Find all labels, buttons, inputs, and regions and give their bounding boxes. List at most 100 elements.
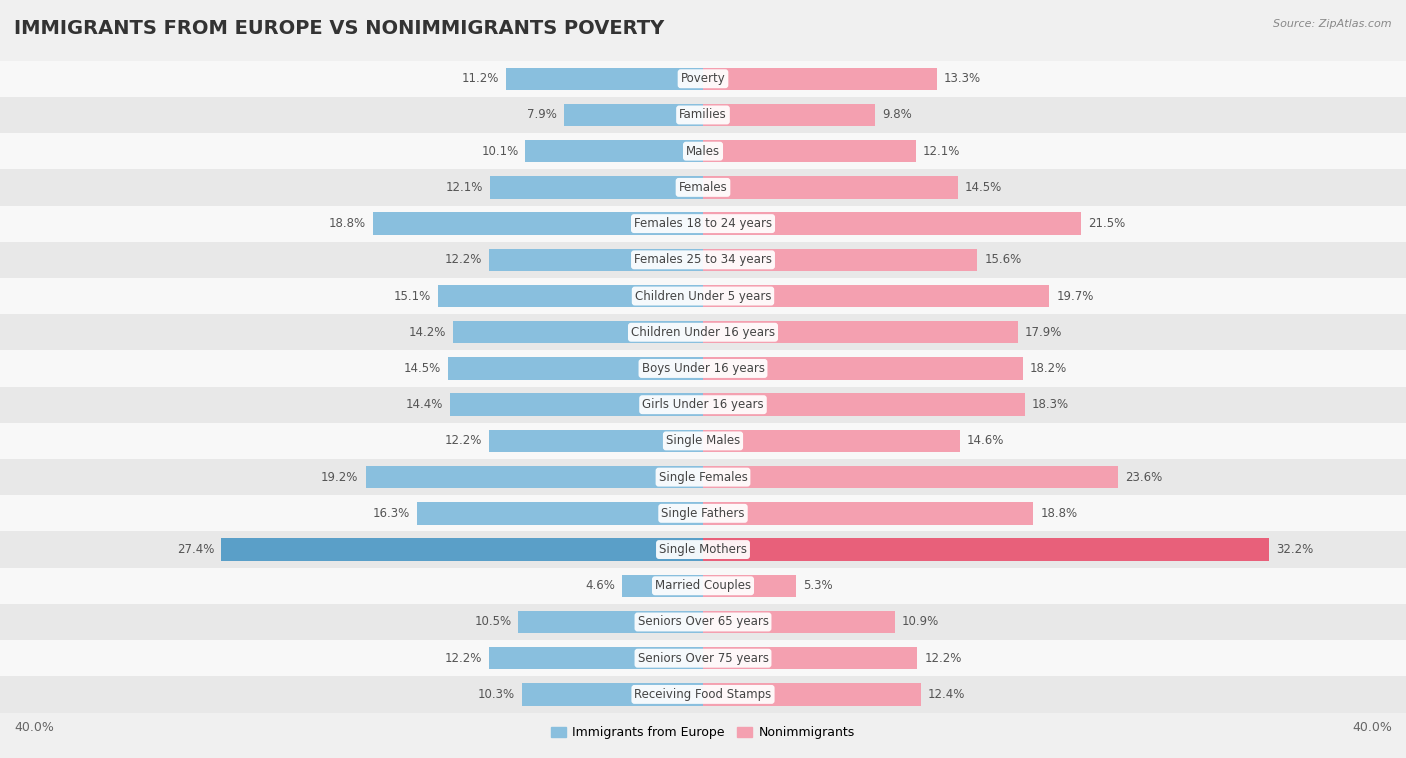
Bar	[366, 466, 703, 488]
Text: 12.1%: 12.1%	[922, 145, 960, 158]
Text: Children Under 5 years: Children Under 5 years	[634, 290, 772, 302]
Legend: Immigrants from Europe, Nonimmigrants: Immigrants from Europe, Nonimmigrants	[546, 721, 860, 744]
Text: IMMIGRANTS FROM EUROPE VS NONIMMIGRANTS POVERTY: IMMIGRANTS FROM EUROPE VS NONIMMIGRANTS …	[14, 19, 664, 38]
Bar	[0, 242, 1406, 278]
Text: 15.6%: 15.6%	[984, 253, 1021, 266]
Text: 10.5%: 10.5%	[474, 615, 512, 628]
Text: 17.9%: 17.9%	[1025, 326, 1062, 339]
Bar	[564, 104, 703, 126]
Bar	[0, 387, 1406, 423]
Bar	[437, 285, 703, 307]
Bar	[449, 357, 703, 380]
Bar	[489, 647, 703, 669]
Bar	[703, 176, 957, 199]
Bar	[703, 357, 1024, 380]
Text: 14.6%: 14.6%	[967, 434, 1004, 447]
Text: Receiving Food Stamps: Receiving Food Stamps	[634, 688, 772, 701]
Text: 18.8%: 18.8%	[329, 217, 366, 230]
Text: 12.1%: 12.1%	[446, 181, 484, 194]
Text: 14.2%: 14.2%	[409, 326, 447, 339]
Text: 12.2%: 12.2%	[444, 434, 481, 447]
Bar	[0, 314, 1406, 350]
Text: 40.0%: 40.0%	[14, 721, 53, 735]
Text: 32.2%: 32.2%	[1277, 543, 1313, 556]
Bar	[0, 495, 1406, 531]
Text: Single Females: Single Females	[658, 471, 748, 484]
Bar	[703, 140, 915, 162]
Text: 4.6%: 4.6%	[585, 579, 616, 592]
Bar	[703, 67, 936, 90]
Bar	[703, 104, 875, 126]
Text: Children Under 16 years: Children Under 16 years	[631, 326, 775, 339]
Bar	[0, 97, 1406, 133]
Text: 19.2%: 19.2%	[321, 471, 359, 484]
Text: Families: Families	[679, 108, 727, 121]
Bar	[506, 67, 703, 90]
Bar	[0, 676, 1406, 713]
Bar	[0, 133, 1406, 169]
Text: 14.4%: 14.4%	[405, 398, 443, 411]
Bar	[0, 423, 1406, 459]
Text: 18.2%: 18.2%	[1029, 362, 1067, 375]
Bar	[489, 430, 703, 452]
Bar	[703, 285, 1049, 307]
Text: 7.9%: 7.9%	[527, 108, 557, 121]
Text: 16.3%: 16.3%	[373, 507, 409, 520]
Bar	[373, 212, 703, 235]
Text: Females 18 to 24 years: Females 18 to 24 years	[634, 217, 772, 230]
Bar	[0, 205, 1406, 242]
Bar	[0, 350, 1406, 387]
Bar	[703, 430, 960, 452]
Text: 23.6%: 23.6%	[1125, 471, 1161, 484]
Text: 12.4%: 12.4%	[928, 688, 966, 701]
Bar	[416, 502, 703, 525]
Text: Seniors Over 65 years: Seniors Over 65 years	[637, 615, 769, 628]
Text: Girls Under 16 years: Girls Under 16 years	[643, 398, 763, 411]
Bar	[526, 140, 703, 162]
Bar	[703, 212, 1081, 235]
Text: 15.1%: 15.1%	[394, 290, 430, 302]
Text: 9.8%: 9.8%	[883, 108, 912, 121]
Text: Source: ZipAtlas.com: Source: ZipAtlas.com	[1274, 19, 1392, 29]
Text: 5.3%: 5.3%	[803, 579, 832, 592]
Text: 18.8%: 18.8%	[1040, 507, 1077, 520]
Text: 11.2%: 11.2%	[461, 72, 499, 85]
Text: Females 25 to 34 years: Females 25 to 34 years	[634, 253, 772, 266]
Bar	[222, 538, 703, 561]
Text: 40.0%: 40.0%	[1353, 721, 1392, 735]
Bar	[0, 278, 1406, 314]
Text: 12.2%: 12.2%	[444, 253, 481, 266]
Bar	[703, 575, 796, 597]
Bar	[0, 169, 1406, 205]
Bar	[703, 249, 977, 271]
Bar	[703, 321, 1018, 343]
Text: Married Couples: Married Couples	[655, 579, 751, 592]
Text: 14.5%: 14.5%	[404, 362, 441, 375]
Text: 21.5%: 21.5%	[1088, 217, 1125, 230]
Bar	[703, 466, 1118, 488]
Text: Seniors Over 75 years: Seniors Over 75 years	[637, 652, 769, 665]
Text: 13.3%: 13.3%	[943, 72, 981, 85]
Bar	[0, 604, 1406, 640]
Bar	[0, 568, 1406, 604]
Text: Females: Females	[679, 181, 727, 194]
Bar	[703, 611, 894, 633]
Text: 10.3%: 10.3%	[478, 688, 515, 701]
Text: 27.4%: 27.4%	[177, 543, 215, 556]
Text: Single Mothers: Single Mothers	[659, 543, 747, 556]
Text: Single Males: Single Males	[666, 434, 740, 447]
Text: 10.1%: 10.1%	[481, 145, 519, 158]
Text: 14.5%: 14.5%	[965, 181, 1002, 194]
Text: 10.9%: 10.9%	[901, 615, 939, 628]
Bar	[0, 531, 1406, 568]
Bar	[522, 683, 703, 706]
Bar	[454, 321, 703, 343]
Bar	[621, 575, 703, 597]
Text: Single Fathers: Single Fathers	[661, 507, 745, 520]
Bar	[703, 538, 1268, 561]
Bar	[450, 393, 703, 416]
Bar	[0, 61, 1406, 97]
Bar	[703, 393, 1025, 416]
Bar	[519, 611, 703, 633]
Text: 18.3%: 18.3%	[1032, 398, 1069, 411]
